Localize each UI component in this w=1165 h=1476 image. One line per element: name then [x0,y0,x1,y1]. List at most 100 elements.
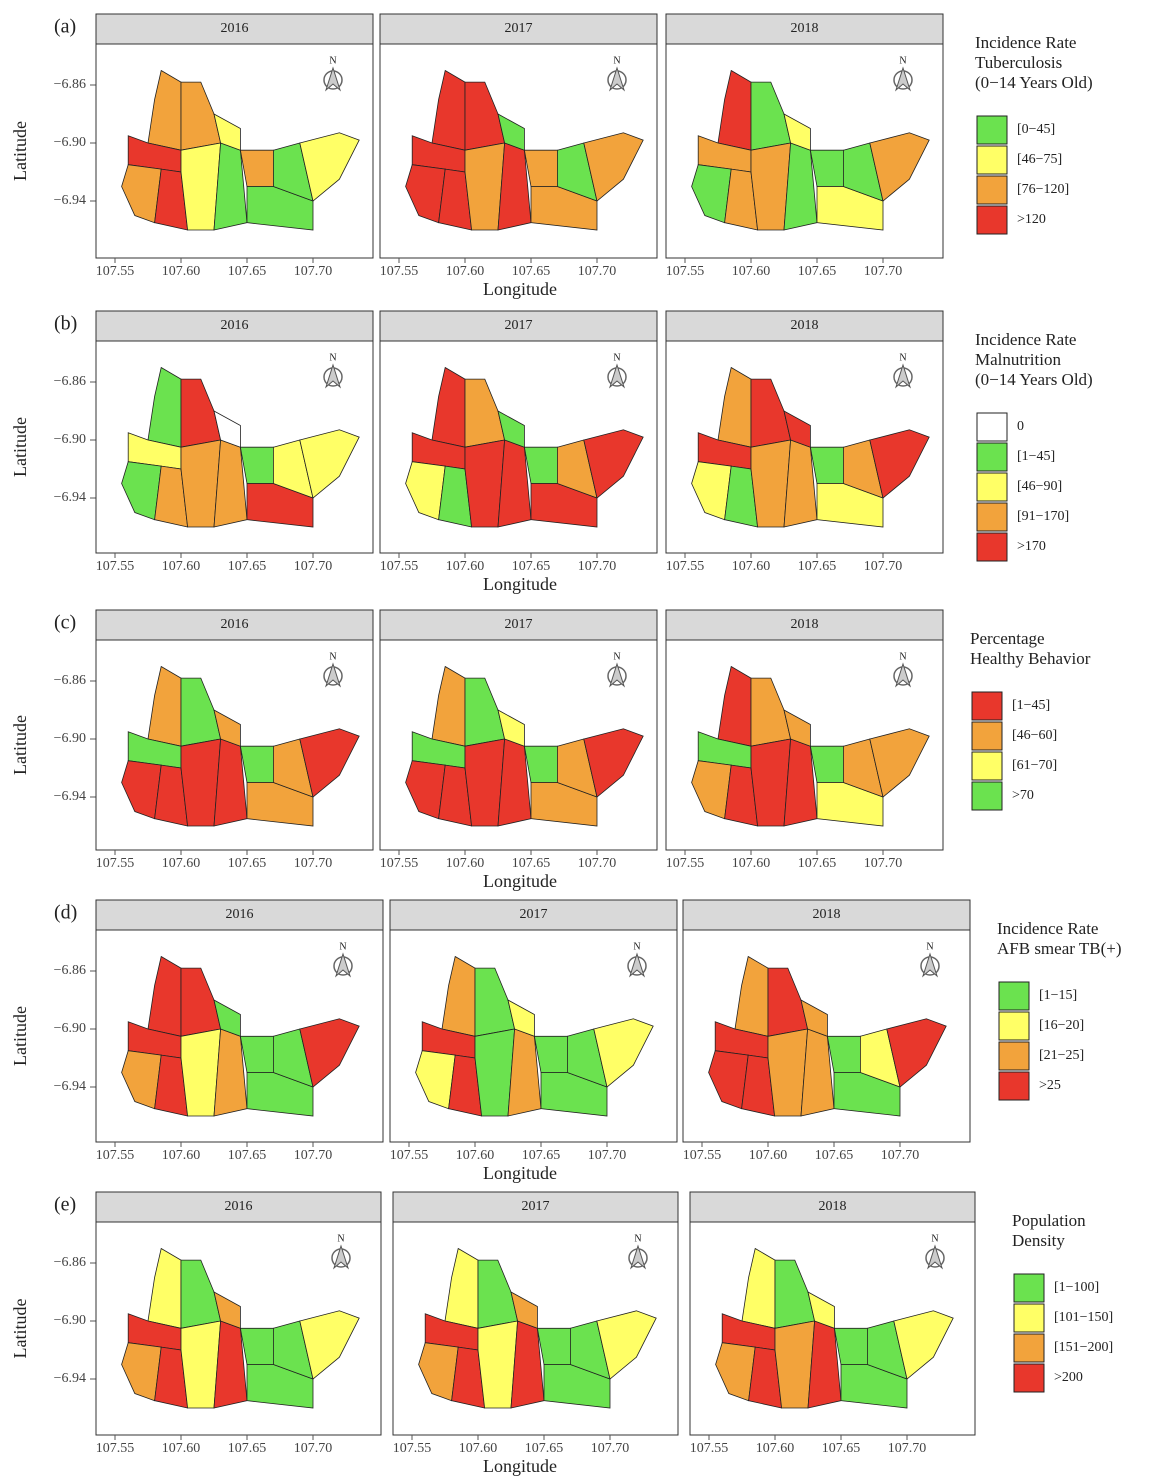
north-label: N [633,941,640,952]
north-label: N [337,1233,344,1244]
legend-title: (0−14 Years Old) [975,73,1093,92]
north-label: N [613,55,620,66]
legend-label: [91−170] [1017,509,1069,524]
legend-label: [1−45] [1012,698,1050,713]
x-tick-label: 107.65 [512,559,551,574]
x-tick-label: 107.65 [228,1148,267,1163]
x-tick-label: 107.65 [822,1441,861,1456]
x-tick-label: 107.65 [525,1441,564,1456]
legend-key [977,473,1007,501]
legend-key [972,722,1002,750]
legend-title: Density [1012,1231,1065,1250]
y-axis-label: Latitude [10,715,30,775]
panel-label: (c) [54,612,76,634]
x-tick-label: 107.65 [522,1148,561,1163]
y-tick-label: −6.86 [54,963,86,978]
north-label: N [634,1233,641,1244]
x-tick-label: 107.60 [456,1148,495,1163]
x-tick-label: 107.70 [881,1148,920,1163]
legend-label: [1−15] [1039,988,1077,1003]
legend-title: Malnutrition [975,350,1061,369]
x-tick-label: 107.65 [798,264,837,279]
x-tick-label: 107.70 [294,559,333,574]
x-tick-label: 107.70 [294,1441,333,1456]
legend-label: >120 [1017,212,1046,227]
x-tick-label: 107.65 [815,1148,854,1163]
y-tick-label: −6.86 [54,374,86,389]
x-tick-label: 107.60 [732,559,771,574]
panel-year: 2016 [221,617,249,632]
panel-year: 2017 [505,617,533,632]
panel-year: 2018 [819,1199,847,1214]
panel-year: 2018 [791,21,819,36]
x-tick-label: 107.55 [666,264,705,279]
x-tick-label: 107.55 [96,1148,135,1163]
y-tick-label: −6.86 [54,77,86,92]
north-label: N [329,352,336,363]
legend-label: [46−75] [1017,152,1062,167]
x-tick-label: 107.65 [228,264,267,279]
x-tick-label: 107.55 [393,1441,432,1456]
x-tick-label: 107.70 [864,559,903,574]
legend-key [1014,1364,1044,1392]
y-tick-label: −6.90 [54,1021,86,1036]
x-tick-label: 107.55 [380,559,419,574]
panel-year: 2016 [225,1199,253,1214]
y-tick-label: −6.90 [54,731,86,746]
north-label: N [613,651,620,662]
figure: (a)LatitudeLongitude−6.86−6.90−6.9420161… [0,0,1165,1476]
x-tick-label: 107.55 [390,1148,429,1163]
y-tick-label: −6.94 [54,490,86,505]
y-axis-label: Latitude [10,1006,30,1066]
x-tick-label: 107.65 [228,559,267,574]
legend-title: Percentage [970,629,1045,648]
legend-label: [46−90] [1017,479,1062,494]
legend-title: Healthy Behavior [970,649,1091,668]
y-tick-label: −6.94 [54,193,86,208]
y-tick-label: −6.94 [54,1079,86,1094]
legend-label: [76−120] [1017,182,1069,197]
x-tick-label: 107.65 [798,559,837,574]
legend-label: [1−45] [1017,449,1055,464]
x-axis-label: Longitude [483,1456,557,1476]
legend-key [999,1072,1029,1100]
panel-year: 2017 [520,907,548,922]
y-axis-label: Latitude [10,417,30,477]
x-tick-label: 107.70 [888,1441,927,1456]
x-tick-label: 107.55 [380,264,419,279]
legend-key [977,206,1007,234]
legend-key [977,146,1007,174]
x-tick-label: 107.60 [459,1441,498,1456]
legend-label: >200 [1054,1370,1083,1385]
legend-label: [46−60] [1012,728,1057,743]
north-label: N [329,651,336,662]
x-tick-label: 107.70 [294,1148,333,1163]
north-label: N [931,1233,938,1244]
legend-label: [0−45] [1017,122,1055,137]
x-tick-label: 107.65 [228,1441,267,1456]
legend-key [977,176,1007,204]
x-tick-label: 107.60 [162,1148,201,1163]
north-label: N [899,651,906,662]
legend-title: (0−14 Years Old) [975,370,1093,389]
x-tick-label: 107.70 [864,264,903,279]
legend-key [999,1042,1029,1070]
x-tick-label: 107.70 [294,856,333,871]
x-tick-label: 107.55 [666,856,705,871]
panel-year: 2016 [226,907,254,922]
x-tick-label: 107.60 [446,856,485,871]
x-tick-label: 107.55 [683,1148,722,1163]
north-label: N [613,352,620,363]
legend-title: Incidence Rate [975,330,1076,349]
x-tick-label: 107.60 [756,1441,795,1456]
legend-key [977,116,1007,144]
x-tick-label: 107.60 [162,1441,201,1456]
north-label: N [899,352,906,363]
x-tick-label: 107.60 [749,1148,788,1163]
panel-year: 2018 [791,318,819,333]
legend-key [977,443,1007,471]
x-tick-label: 107.70 [578,856,617,871]
legend-key [1014,1334,1044,1362]
x-tick-label: 107.70 [864,856,903,871]
panel-year: 2017 [522,1199,550,1214]
